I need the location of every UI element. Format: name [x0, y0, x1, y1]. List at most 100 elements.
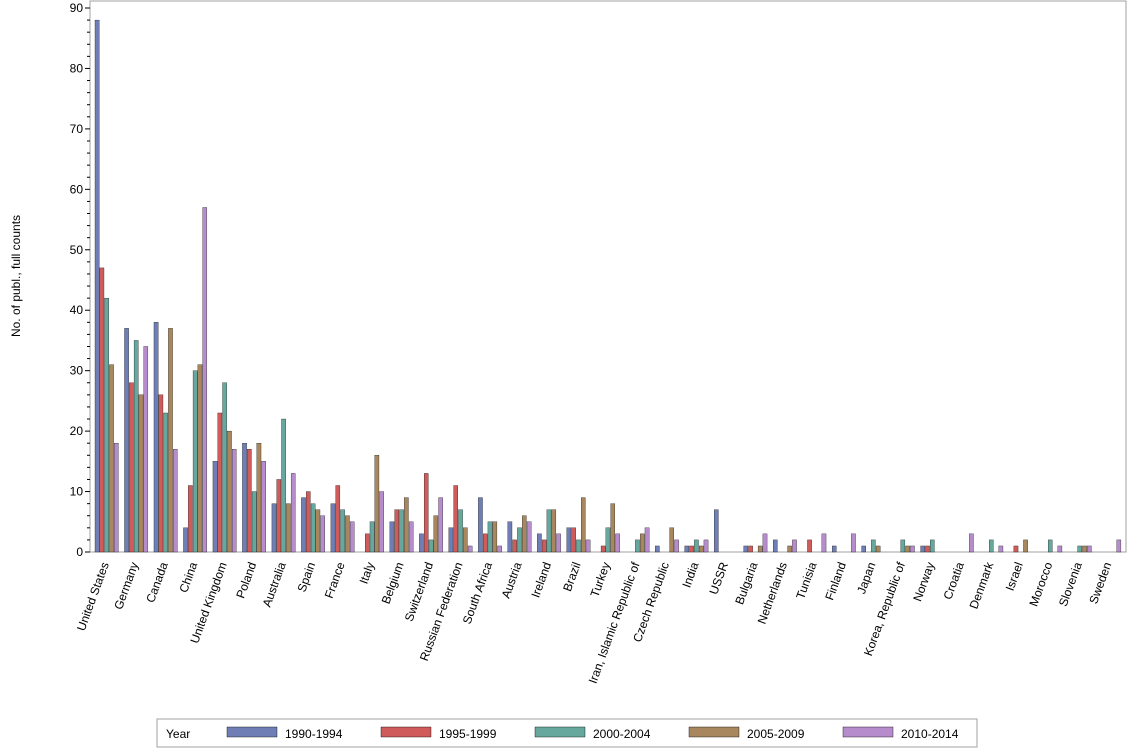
bar [369, 521, 375, 553]
bar [463, 527, 468, 553]
bar [419, 533, 424, 553]
bar [306, 491, 311, 553]
bar [286, 503, 291, 553]
bar [256, 443, 262, 553]
legend-label: 2010-2014 [901, 727, 959, 741]
bar [689, 545, 694, 553]
bar [900, 539, 906, 553]
bar [276, 479, 282, 553]
bar [861, 545, 866, 553]
bar [153, 322, 159, 553]
bar [365, 533, 370, 553]
bar [217, 412, 223, 553]
bar [261, 461, 266, 553]
bar [394, 509, 400, 553]
legend-swatch [534, 726, 586, 738]
bar [389, 521, 395, 553]
bar [188, 485, 193, 553]
bar [1077, 545, 1082, 553]
bar [212, 461, 218, 553]
bar [458, 509, 463, 553]
legend-label: 1990-1994 [285, 727, 343, 741]
x-tick-label: Finland [822, 560, 849, 602]
bar [242, 443, 247, 553]
bar [674, 539, 679, 553]
bar [1116, 539, 1122, 553]
x-tick-label: Netherlands [755, 560, 790, 626]
bar [271, 503, 277, 553]
x-tick-label: Turkey [588, 560, 614, 599]
bar [546, 509, 552, 553]
bar [635, 539, 640, 553]
plot-frame [89, 0, 1127, 553]
bar [163, 412, 168, 553]
x-tick-label: Brazil [560, 560, 583, 593]
legend-title: Year [166, 727, 190, 741]
bar [585, 539, 591, 553]
bar [453, 485, 458, 553]
bar [231, 449, 237, 553]
x-tick-label: Denmark [967, 559, 997, 610]
bar [281, 418, 286, 553]
bar [379, 491, 384, 553]
bar [605, 527, 611, 553]
x-tick-label: Switzerland [402, 560, 436, 623]
x-tick-label: Norway [910, 560, 937, 603]
bar [408, 521, 414, 553]
legend-label: 2000-2004 [593, 727, 651, 741]
bar [748, 545, 753, 553]
bar [639, 533, 645, 553]
bar [925, 545, 930, 553]
bar [428, 539, 434, 553]
bar [610, 503, 616, 553]
bar [448, 527, 454, 553]
bar [1082, 545, 1087, 553]
y-tick-label: 90 [70, 1, 84, 15]
bar [989, 539, 994, 553]
bar [374, 455, 380, 553]
bar [104, 297, 109, 553]
x-tick-label: Sweden [1086, 560, 1114, 606]
bar [404, 497, 409, 553]
x-tick-label: Tunisia [793, 560, 819, 601]
bar [168, 328, 173, 553]
bar [482, 533, 488, 553]
bar [930, 539, 935, 553]
x-tick-label: Japan [854, 560, 878, 596]
bar [183, 527, 188, 553]
bar [537, 533, 542, 553]
bar [831, 545, 837, 553]
y-tick-label: 30 [70, 364, 84, 378]
x-tick-label: Belgium [379, 560, 407, 606]
bar [340, 509, 345, 553]
bar [438, 497, 443, 553]
bar [315, 509, 321, 553]
bar [143, 346, 149, 553]
bar [871, 539, 876, 553]
bar [399, 509, 404, 553]
x-tick-label: India [679, 560, 701, 590]
bar [129, 382, 134, 553]
bar [556, 533, 561, 553]
bar [138, 394, 144, 553]
y-tick-label: 0 [76, 545, 83, 559]
bar [301, 497, 306, 553]
bar [202, 207, 208, 553]
x-tick-label: South Africa [460, 560, 495, 626]
bar [497, 545, 502, 553]
bar [1047, 539, 1053, 553]
bar [757, 545, 763, 553]
bar [773, 539, 778, 553]
bar [109, 364, 114, 553]
bar [1023, 539, 1028, 553]
bar [807, 539, 812, 553]
bar [998, 545, 1004, 553]
legend-swatch [226, 726, 278, 738]
y-tick-label: 70 [70, 122, 84, 136]
y-axis: 0 10 20 30 40 50 60 70 80 90 [70, 1, 90, 559]
bar [94, 19, 100, 553]
x-tick-label: United States [74, 560, 112, 632]
bar [467, 545, 473, 553]
